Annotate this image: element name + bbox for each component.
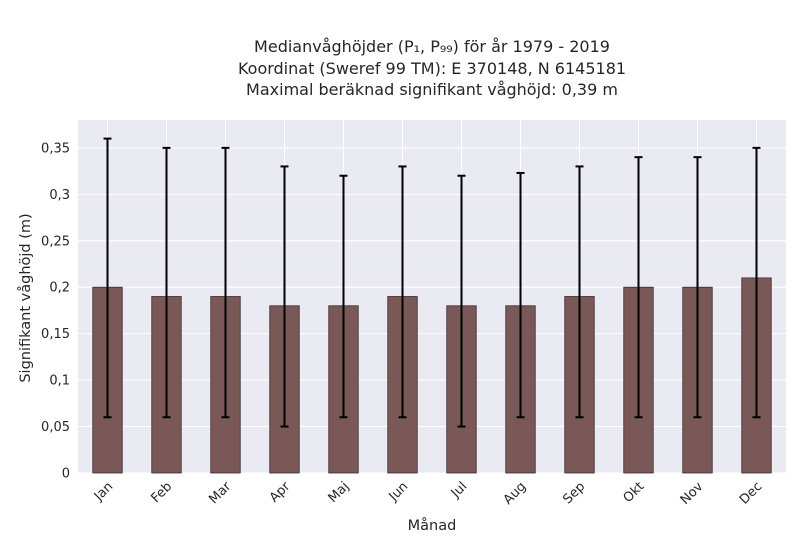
y-tick-label: 0,25 (41, 234, 70, 249)
x-tick-labels: Jan Feb Mar Apr Maj Jun Jul Aug Sep Okt Nov Dec (91, 479, 765, 508)
error-bars (103, 137, 761, 428)
x-axis-label: Månad (408, 517, 457, 534)
x-tick-label-maj: Maj (326, 479, 353, 506)
x-tick-label-dec: Dec (737, 479, 765, 507)
error-bar-mar (221, 146, 230, 419)
y-tick-label: 0,05 (41, 420, 70, 435)
error-bar-jul (457, 174, 466, 428)
x-tick-label-jan: Jan (91, 479, 116, 504)
y-tick-labels: 0 0,05 0,1 0,15 0,2 0,25 0,3 0,35 (41, 141, 70, 481)
x-tick-label-okt: Okt (621, 479, 648, 506)
x-tick-label-jul: Jul (448, 479, 470, 501)
x-tick-label-jun: Jun (386, 479, 412, 505)
error-bar-nov (693, 156, 702, 419)
x-tick-label-aug: Aug (501, 479, 530, 508)
error-bar-jan (103, 137, 112, 419)
x-tick-label-sep: Sep (560, 479, 588, 507)
y-tick-label: 0,3 (49, 188, 70, 203)
x-tick-label-feb: Feb (148, 479, 175, 506)
chart-title: Medianvåghöjder (P₁, P₉₉) för år 1979 - … (238, 37, 626, 99)
y-tick-label: 0,35 (41, 141, 70, 156)
y-tick-label: 0,1 (49, 374, 70, 389)
plot-area (78, 120, 786, 473)
y-tick-label: 0,15 (41, 327, 70, 342)
chart-title-line-2: Koordinat (Sweref 99 TM): E 370148, N 61… (238, 59, 626, 78)
error-bar-feb (162, 146, 171, 419)
error-bar-jun (398, 165, 407, 419)
error-bar-maj (339, 174, 348, 419)
y-tick-label: 0,2 (49, 281, 70, 296)
x-tick-label-nov: Nov (678, 479, 707, 508)
x-tick-label-apr: Apr (267, 479, 294, 506)
x-tick-label-mar: Mar (206, 479, 234, 507)
y-tick-label: 0 (62, 467, 70, 482)
chart-title-line-1: Medianvåghöjder (P₁, P₉₉) för år 1979 - … (254, 37, 610, 56)
y-axis-label: Signifikant våghöjd (m) (17, 213, 34, 382)
error-bar-okt (634, 156, 643, 419)
error-bar-dec (752, 146, 761, 419)
error-bar-sep (575, 165, 584, 419)
error-bar-apr (280, 165, 289, 428)
chart-title-line-3: Maximal beräknad signifikant våghöjd: 0,… (246, 80, 618, 99)
error-bar-aug (516, 171, 525, 419)
